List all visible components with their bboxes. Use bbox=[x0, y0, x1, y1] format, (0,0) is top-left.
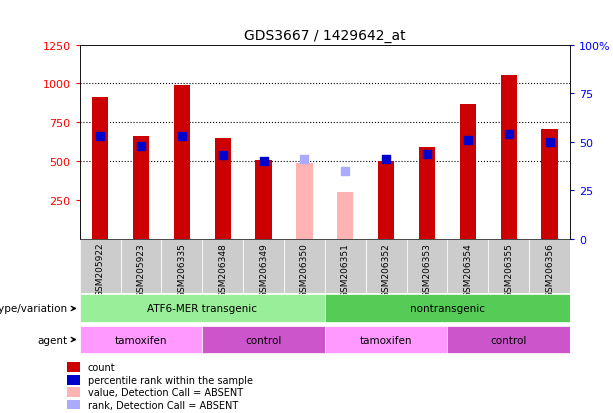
Text: GSM206349: GSM206349 bbox=[259, 242, 268, 297]
Text: agent: agent bbox=[37, 335, 75, 345]
Bar bbox=[243, 240, 284, 293]
Bar bbox=[337, 193, 354, 240]
Text: GSM206350: GSM206350 bbox=[300, 242, 309, 297]
Bar bbox=[378, 161, 394, 240]
Text: GSM206354: GSM206354 bbox=[463, 242, 473, 297]
Point bbox=[340, 168, 350, 175]
Bar bbox=[529, 240, 570, 293]
Bar bbox=[67, 362, 80, 372]
Bar bbox=[501, 76, 517, 240]
Text: control: control bbox=[245, 335, 282, 345]
Text: GSM206351: GSM206351 bbox=[341, 242, 350, 297]
Text: genotype/variation: genotype/variation bbox=[0, 304, 75, 314]
Bar bbox=[284, 240, 325, 293]
Bar bbox=[296, 164, 313, 240]
Bar bbox=[447, 240, 489, 293]
Bar bbox=[325, 326, 447, 354]
Point bbox=[177, 133, 187, 140]
Text: tamoxifen: tamoxifen bbox=[115, 335, 167, 345]
Bar bbox=[121, 240, 161, 293]
Bar bbox=[256, 160, 272, 240]
Point bbox=[545, 139, 555, 146]
Bar bbox=[460, 104, 476, 240]
Bar bbox=[133, 137, 149, 240]
Bar bbox=[325, 240, 366, 293]
Text: control: control bbox=[490, 335, 527, 345]
Text: GSM205923: GSM205923 bbox=[137, 242, 145, 297]
Text: GSM206348: GSM206348 bbox=[218, 242, 227, 297]
Text: tamoxifen: tamoxifen bbox=[360, 335, 413, 345]
Bar bbox=[406, 240, 447, 293]
Point bbox=[259, 159, 268, 165]
Bar bbox=[419, 148, 435, 240]
Bar bbox=[161, 240, 202, 293]
Bar bbox=[202, 240, 243, 293]
Bar bbox=[325, 295, 570, 323]
Bar bbox=[80, 326, 202, 354]
Bar bbox=[489, 240, 529, 293]
Point bbox=[136, 143, 146, 150]
Bar bbox=[447, 326, 570, 354]
Text: GSM206353: GSM206353 bbox=[422, 242, 432, 297]
Point bbox=[463, 137, 473, 144]
Text: GSM205922: GSM205922 bbox=[96, 242, 105, 297]
Title: GDS3667 / 1429642_at: GDS3667 / 1429642_at bbox=[244, 29, 406, 43]
Bar bbox=[173, 86, 190, 240]
Bar bbox=[541, 129, 558, 240]
Bar bbox=[67, 375, 80, 385]
Text: GSM206352: GSM206352 bbox=[382, 242, 390, 297]
Text: percentile rank within the sample: percentile rank within the sample bbox=[88, 375, 253, 385]
Text: GSM206335: GSM206335 bbox=[177, 242, 186, 297]
Bar bbox=[67, 387, 80, 397]
Point bbox=[504, 131, 514, 138]
Point bbox=[381, 157, 391, 163]
Point bbox=[218, 153, 227, 159]
Bar bbox=[67, 401, 80, 411]
Text: GSM206356: GSM206356 bbox=[545, 242, 554, 297]
Bar bbox=[366, 240, 406, 293]
Point bbox=[300, 157, 310, 163]
Bar bbox=[215, 139, 231, 240]
Point bbox=[422, 151, 432, 157]
Text: ATF6-MER transgenic: ATF6-MER transgenic bbox=[147, 304, 257, 314]
Text: GSM206355: GSM206355 bbox=[504, 242, 513, 297]
Text: count: count bbox=[88, 362, 115, 372]
Point bbox=[95, 133, 105, 140]
Bar bbox=[80, 240, 121, 293]
Bar bbox=[80, 295, 325, 323]
Bar bbox=[92, 98, 109, 240]
Text: rank, Detection Call = ABSENT: rank, Detection Call = ABSENT bbox=[88, 401, 238, 411]
Text: value, Detection Call = ABSENT: value, Detection Call = ABSENT bbox=[88, 387, 243, 397]
Bar bbox=[202, 326, 325, 354]
Text: nontransgenic: nontransgenic bbox=[410, 304, 485, 314]
